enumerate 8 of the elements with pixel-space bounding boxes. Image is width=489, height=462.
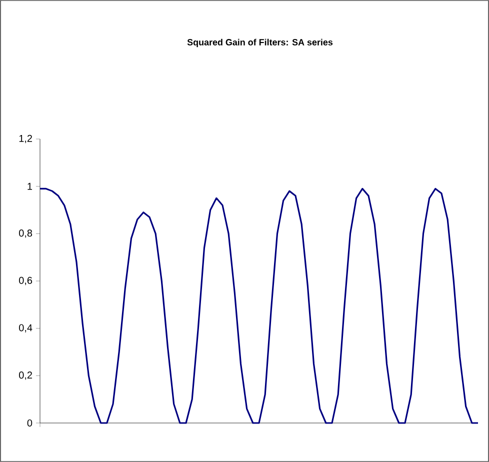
y-tick-label: 1 — [28, 182, 32, 190]
chart-title: Squared Gain of Filters: SA series — [187, 38, 333, 48]
y-tick-label: 0,6 — [19, 276, 32, 286]
y-tick-label: 0,8 — [19, 230, 32, 238]
y-tick-label: 0,2 — [19, 372, 32, 380]
y-tick-label: 1,2 — [19, 134, 32, 144]
y-tick-label: 0,4 — [19, 324, 32, 332]
y-tick-label: 0 — [27, 419, 32, 427]
